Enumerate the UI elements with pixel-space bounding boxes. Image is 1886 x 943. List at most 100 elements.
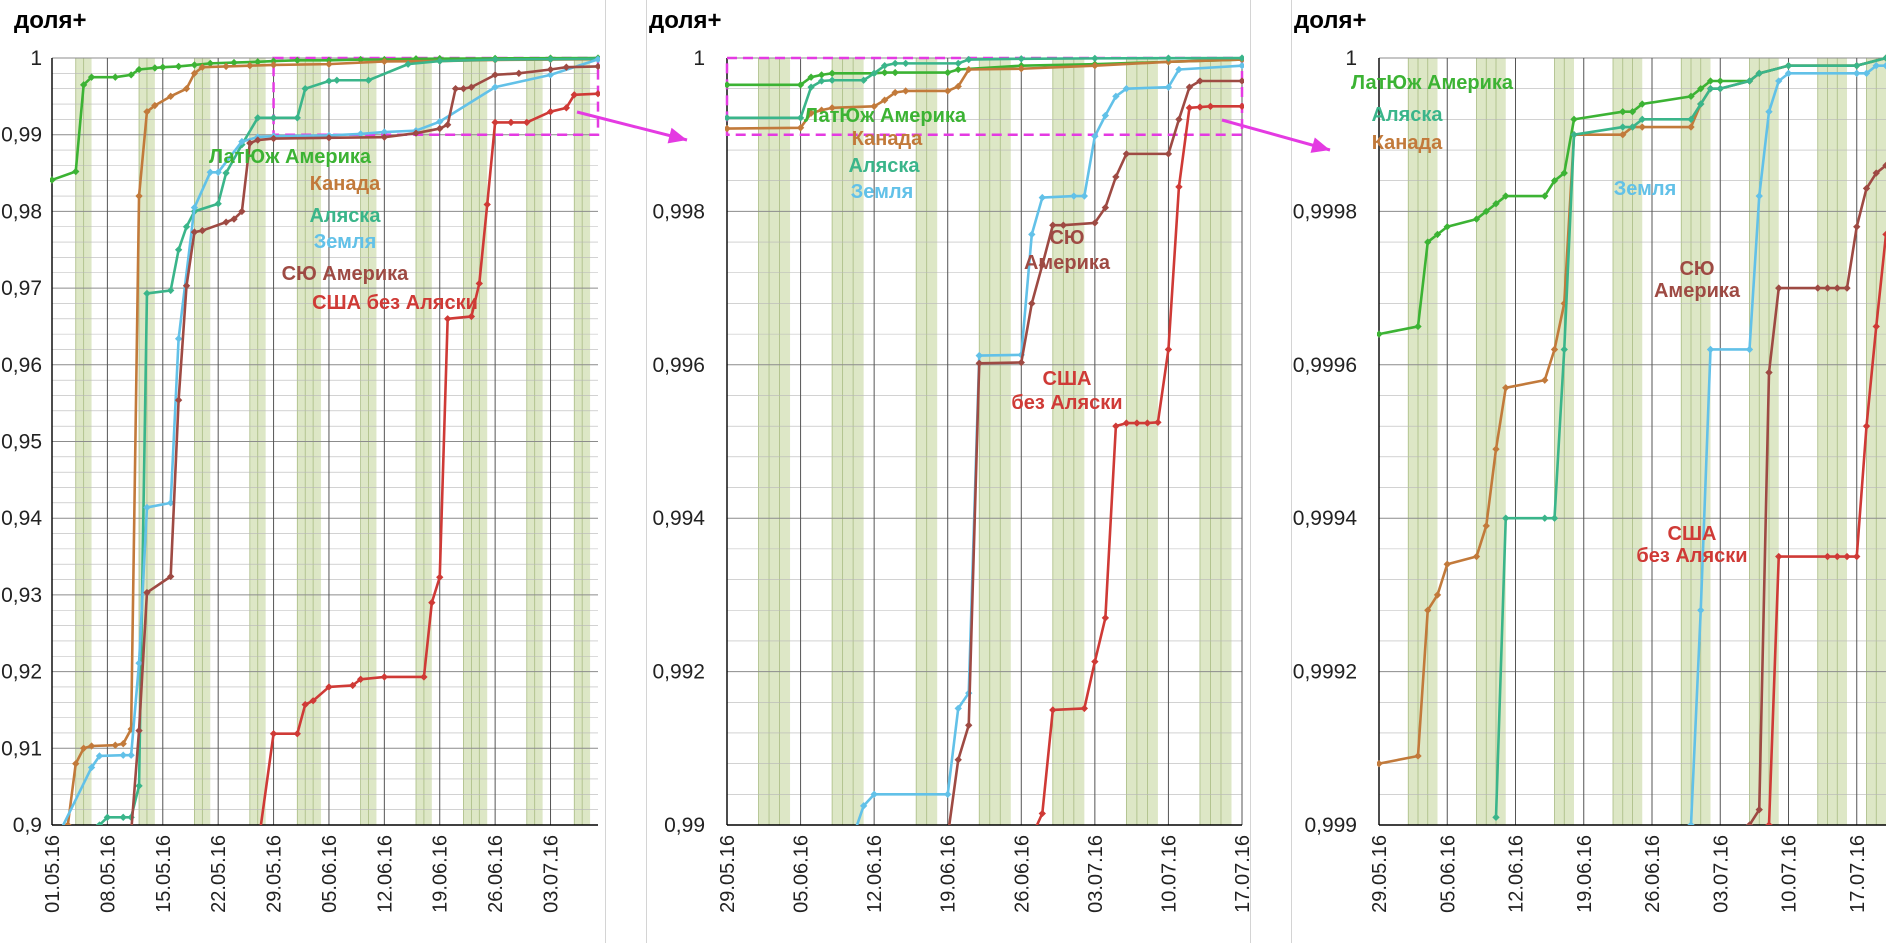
data-point	[901, 59, 910, 68]
x-tick-label: 29.05.16	[1369, 835, 1391, 913]
data-point	[1112, 422, 1120, 430]
series-line-сю-америка	[947, 79, 1242, 825]
data-point	[127, 71, 135, 79]
data-point	[1101, 614, 1110, 622]
data-point	[293, 56, 301, 64]
shaded-day	[1622, 58, 1633, 825]
x-tick-label: 03.07.16	[1085, 835, 1107, 913]
shaded-day	[1681, 58, 1691, 825]
data-point	[174, 335, 183, 343]
data-point	[238, 137, 246, 146]
data-point	[1843, 552, 1851, 561]
chart-1: 0,9 0,91 0,92 0,93 0,94 0,95 0,96 0,97 0,98 0,99 1…	[1, 7, 600, 913]
data-point	[594, 62, 600, 71]
data-point	[870, 69, 878, 78]
data-point	[1091, 657, 1099, 666]
shaded-day	[1220, 58, 1232, 825]
data-point	[254, 844, 261, 851]
y-tick-label: 0,96	[1, 354, 42, 377]
separator-line	[646, 0, 647, 943]
separator-line	[605, 0, 606, 943]
shaded-day	[1486, 58, 1496, 825]
data-point	[269, 57, 278, 65]
data-point	[436, 124, 444, 133]
y-tick-label: 0,999	[1304, 814, 1357, 837]
data-point	[79, 81, 88, 89]
data-point	[1238, 61, 1244, 70]
data-point	[111, 73, 119, 81]
y-tick-label: 0,9992	[1293, 661, 1357, 684]
x-tick-label: 10.07.16	[1779, 835, 1801, 913]
data-point	[1853, 69, 1861, 78]
x-tick-label: 05.06.16	[1437, 835, 1459, 913]
series-group	[50, 54, 600, 851]
data-point	[325, 683, 333, 691]
shaded-day	[1700, 58, 1711, 825]
data-point	[491, 83, 499, 91]
data-point	[135, 65, 143, 74]
data-point	[1765, 821, 1773, 825]
data-point	[119, 751, 127, 759]
shaded-day	[926, 58, 938, 825]
data-point	[436, 57, 444, 65]
data-point	[214, 200, 222, 208]
y-tick-label: 0,996	[652, 354, 705, 377]
data-point	[817, 106, 826, 114]
data-point	[1853, 61, 1861, 70]
shaded-day	[1073, 58, 1085, 825]
y-tick-label: 0,94	[1, 507, 42, 530]
data-point	[1745, 821, 1754, 825]
shaded-day	[1063, 58, 1074, 825]
series-annotation: США	[1043, 368, 1092, 390]
data-point	[975, 351, 983, 360]
data-point	[356, 130, 365, 138]
y-tick-label: 1	[693, 47, 705, 70]
data-point	[1784, 61, 1793, 70]
data-point	[135, 782, 143, 790]
y-tick-label: 1	[30, 47, 42, 70]
data-point	[546, 65, 555, 74]
data-point	[412, 129, 420, 137]
y-tick-label: 0,9994	[1293, 507, 1358, 530]
data-point	[87, 73, 96, 81]
data-point	[293, 114, 301, 122]
shaded-day	[1749, 58, 1760, 825]
data-point	[1164, 150, 1173, 158]
data-point	[451, 85, 460, 93]
data-point	[269, 114, 278, 122]
y-tick-label: 0,95	[1, 431, 42, 454]
data-point	[870, 102, 878, 110]
data-point	[309, 697, 317, 705]
shaded-day	[1147, 58, 1158, 825]
shaded-day	[1613, 58, 1623, 825]
data-point	[1238, 77, 1244, 85]
shaded-day	[1691, 58, 1701, 825]
shaded-days	[758, 58, 1232, 825]
series-annotation: ЛатЮж Америка	[804, 105, 967, 127]
x-tick-label: 08.05.16	[97, 835, 119, 913]
data-point	[1443, 560, 1451, 568]
data-point	[436, 573, 444, 581]
series-annotation: Земля	[314, 231, 377, 253]
data-point	[1185, 104, 1194, 112]
data-point	[1017, 55, 1025, 63]
data-point	[594, 89, 600, 98]
x-tick-label: 19.06.16	[1574, 835, 1596, 913]
series-annotation: без Аляски	[1011, 392, 1122, 414]
data-point	[944, 790, 952, 798]
series-annotation: Аляска	[848, 155, 920, 177]
data-point	[1377, 759, 1383, 768]
data-point	[143, 108, 151, 116]
data-point	[167, 572, 175, 581]
x-tick-label: 03.07.16	[541, 835, 563, 913]
data-point	[135, 659, 143, 667]
data-point	[143, 289, 151, 298]
shaded-day	[1632, 58, 1643, 825]
data-point	[546, 108, 555, 116]
data-point	[817, 71, 826, 79]
data-point	[151, 101, 159, 110]
series-annotation: Земля	[1614, 178, 1677, 200]
x-tick-label: 12.06.16	[374, 835, 396, 913]
data-point	[190, 61, 199, 69]
data-point	[64, 821, 72, 825]
